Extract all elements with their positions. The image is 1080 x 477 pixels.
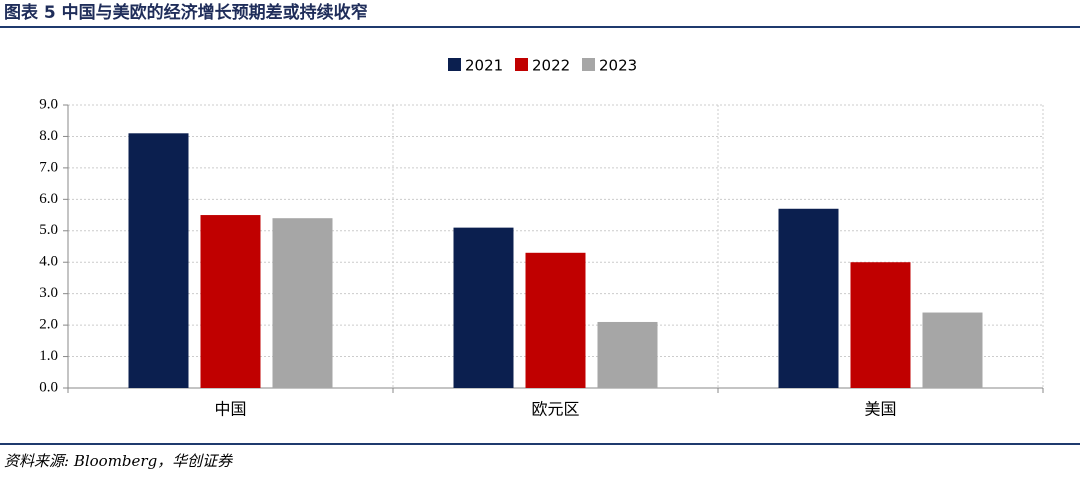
y-tick-label: 0.0 (39, 379, 58, 395)
x-tick-label: 中国 (214, 400, 246, 419)
bar (922, 312, 983, 388)
y-tick-label: 5.0 (39, 222, 58, 238)
x-tick-label: 美国 (864, 400, 896, 419)
legend-swatch (448, 58, 461, 71)
bar (453, 227, 514, 388)
source-note: 资料来源: Bloomberg，华创证券 (4, 452, 233, 470)
bar (778, 208, 839, 388)
y-tick-label: 4.0 (39, 254, 58, 270)
chart-title: 图表 5 中国与美欧的经济增长预期差或持续收窄 (4, 2, 368, 23)
bar (272, 218, 333, 388)
y-tick-label: 3.0 (39, 285, 58, 301)
y-tick-label: 8.0 (39, 128, 58, 144)
y-tick-label: 6.0 (39, 191, 58, 207)
legend-label: 2022 (532, 57, 570, 75)
x-tick-label: 欧元区 (531, 400, 579, 419)
bar (128, 133, 189, 388)
y-tick-label: 7.0 (39, 159, 58, 175)
legend-label: 2023 (599, 57, 637, 75)
legend-swatch (515, 58, 528, 71)
bar (850, 262, 911, 388)
y-tick-label: 1.0 (39, 348, 58, 364)
y-tick-label: 9.0 (39, 96, 58, 112)
bar (200, 215, 261, 388)
legend-label: 2021 (465, 57, 503, 75)
bar (525, 252, 586, 388)
bar (597, 321, 658, 388)
legend-swatch (582, 58, 595, 71)
y-tick-label: 2.0 (39, 317, 58, 333)
